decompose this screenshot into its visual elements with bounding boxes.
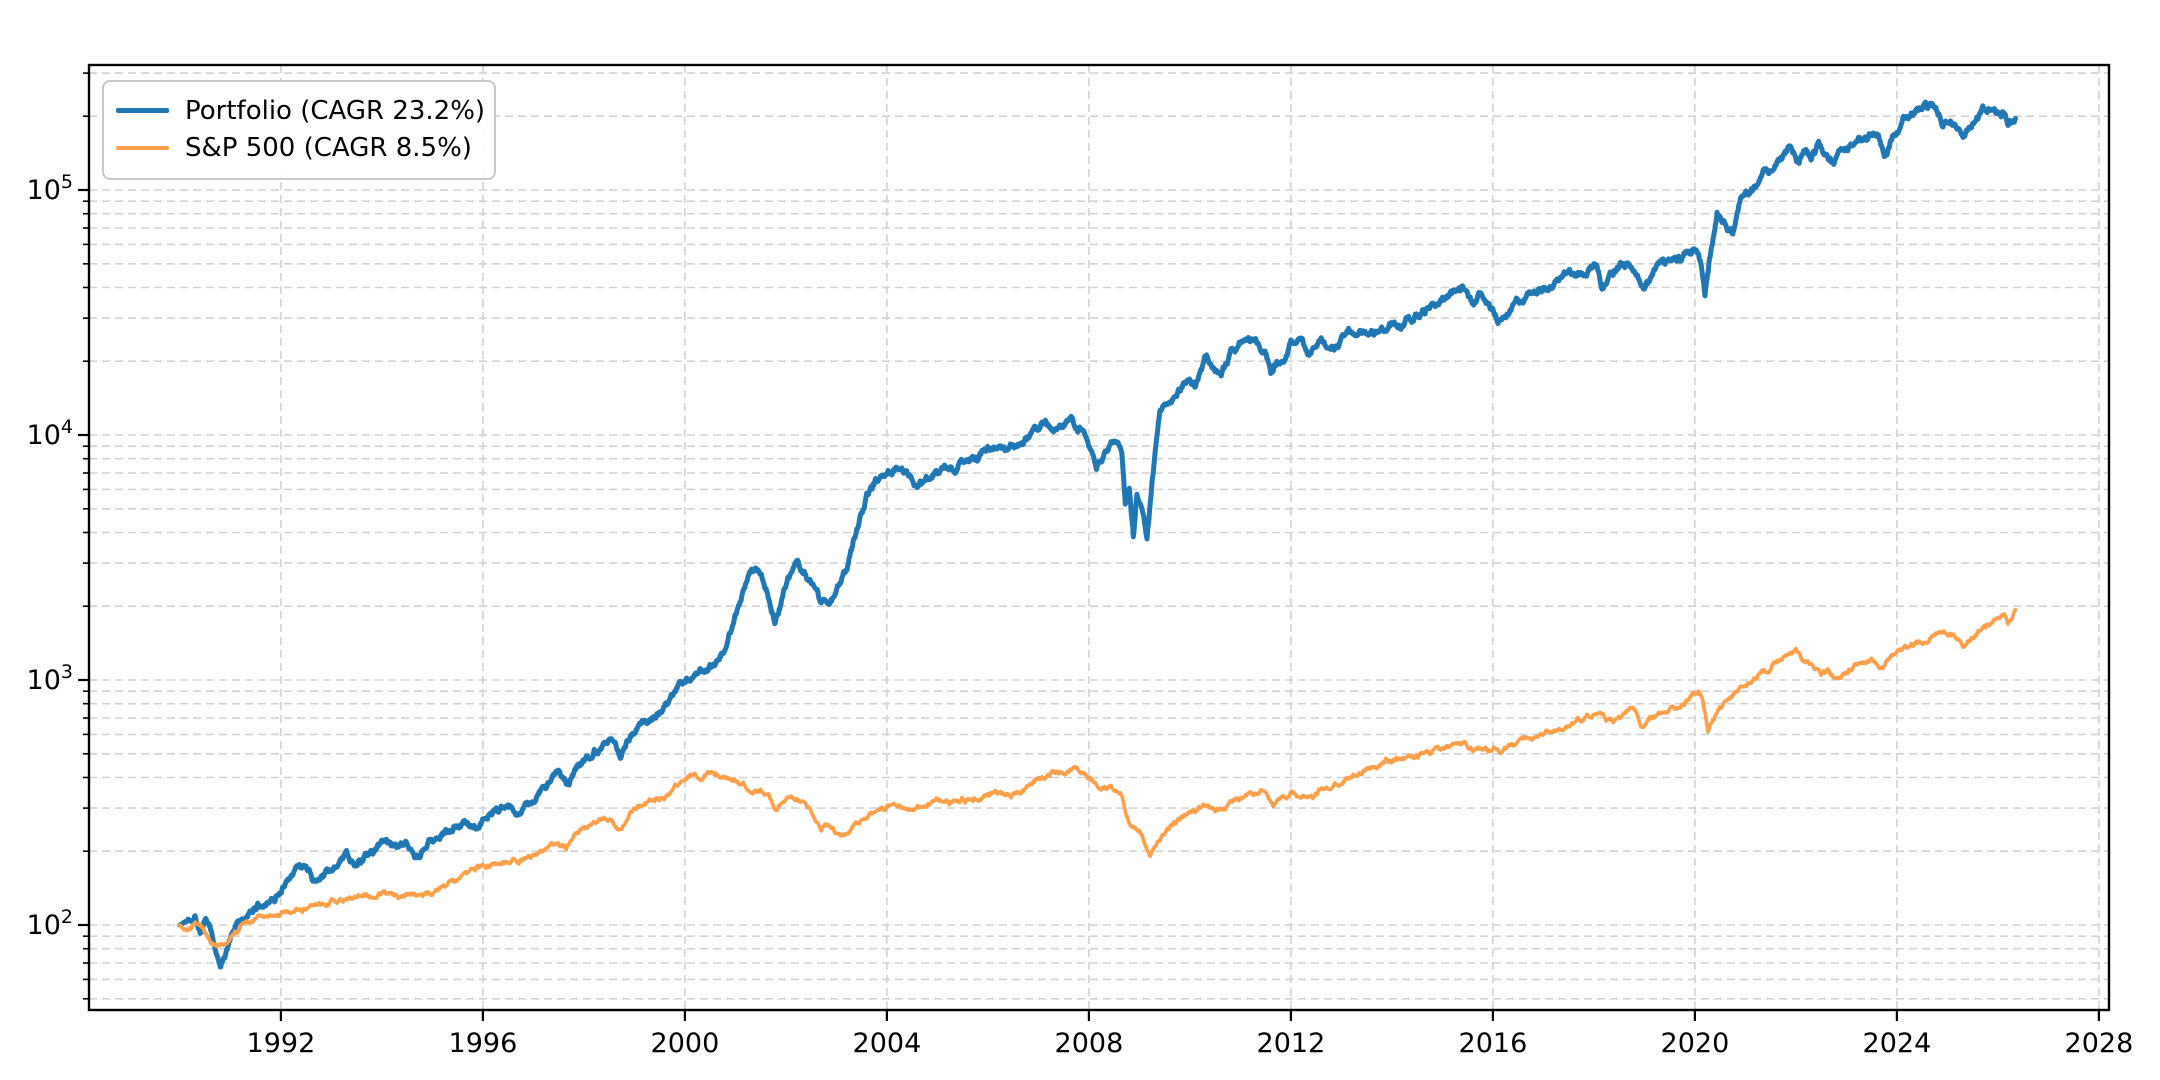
plot-frame xyxy=(87,63,2111,1012)
legend-label-portfolio: Portfolio (CAGR 23.2%) xyxy=(185,95,486,126)
x-tick-label: 2020 xyxy=(1661,1028,1730,1059)
x-tick-label: 2024 xyxy=(1863,1028,1932,1059)
x-tick-label: 2008 xyxy=(1055,1028,1124,1059)
x-tick-label: 2028 xyxy=(2065,1028,2134,1059)
legend-item-sp500: S&P 500 (CAGR 8.5%) xyxy=(116,129,478,166)
portfolio-line xyxy=(177,99,2019,970)
legend-item-portfolio: Portfolio (CAGR 23.2%) xyxy=(116,92,485,129)
x-tick-label: 2004 xyxy=(853,1028,922,1059)
x-tick-label: 2012 xyxy=(1257,1028,1326,1059)
legend: Portfolio (CAGR 23.2%) S&P 500 (CAGR 8.5… xyxy=(102,80,496,180)
legend-label-sp500: S&P 500 (CAGR 8.5%) xyxy=(185,132,472,163)
x-tick-label: 2016 xyxy=(1459,1028,1528,1059)
x-tick-label: 1996 xyxy=(449,1028,518,1059)
x-tick-label: 1992 xyxy=(247,1028,316,1059)
portfolio-line-swatch xyxy=(116,108,169,113)
sp500-line xyxy=(178,608,2018,949)
sp500-line-swatch xyxy=(116,145,169,150)
x-tick-label: 2000 xyxy=(651,1028,720,1059)
